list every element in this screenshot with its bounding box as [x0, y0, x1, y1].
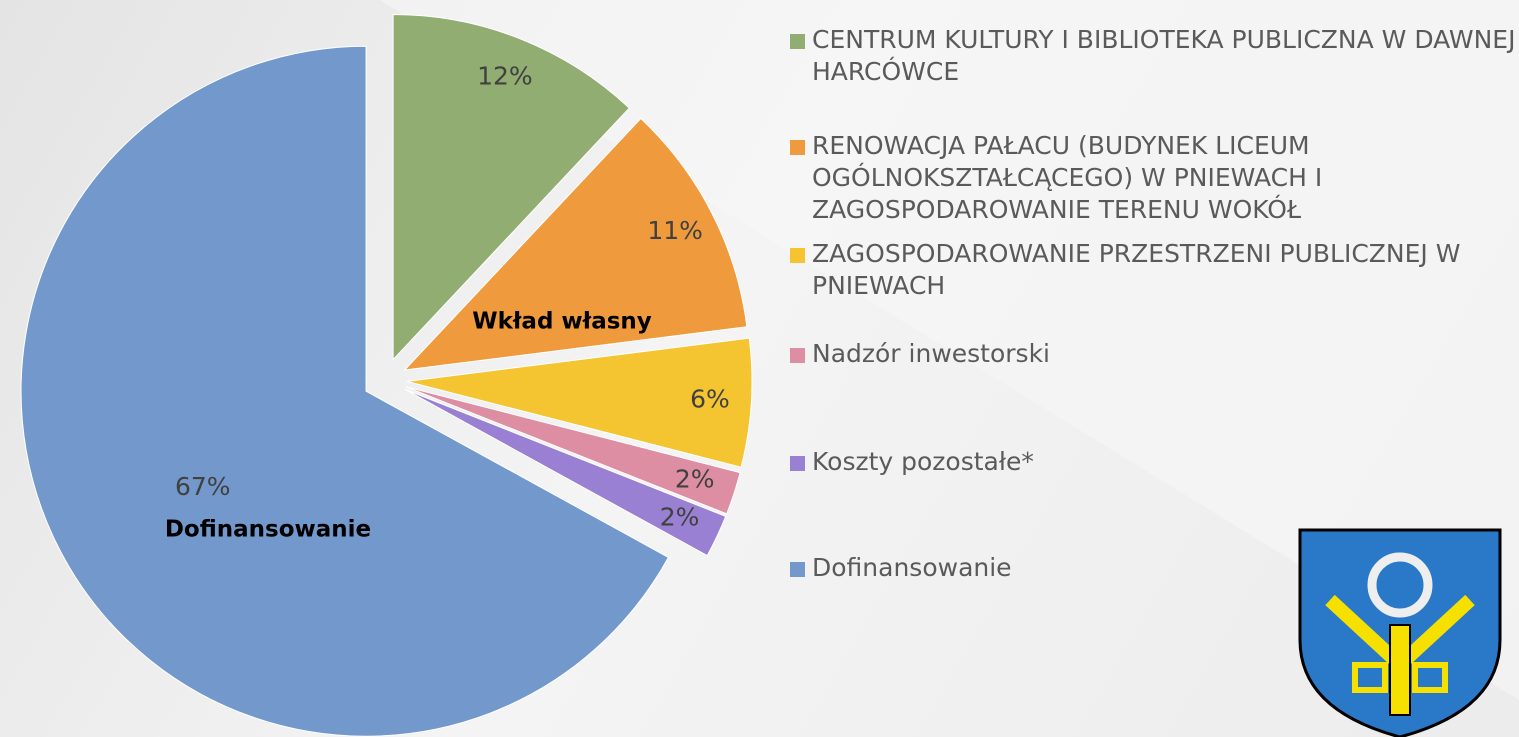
data-label: 2%	[660, 503, 700, 532]
legend-item: Koszty pozostałe*	[790, 446, 1519, 478]
pie-slice	[20, 45, 670, 737]
annotation: Dofinansowanie	[165, 517, 371, 543]
pie-slice	[406, 337, 753, 468]
legend-swatch	[790, 456, 805, 471]
legend-swatch	[790, 562, 805, 577]
legend-swatch	[790, 248, 805, 263]
data-label: 67%	[175, 472, 231, 501]
data-label: 11%	[647, 216, 703, 245]
legend-item: RENOWACJA PAŁACU (BUDYNEK LICEUM OGÓLNOK…	[790, 130, 1519, 226]
annotation: Wkład własny	[472, 309, 652, 335]
legend-item: ZAGOSPODAROWANIE PRZESTRZENI PUBLICZNEJ …	[790, 238, 1519, 302]
legend-label: Koszty pozostałe*	[812, 447, 1034, 476]
legend-item: Nadzór inwestorski	[790, 338, 1519, 370]
pie-slice	[405, 386, 741, 515]
legend-label: ZAGOSPODAROWANIE PRZESTRZENI PUBLICZNEJ …	[812, 239, 1461, 300]
legend-swatch	[790, 140, 805, 155]
coat-of-arms	[1298, 528, 1502, 737]
pie-slice	[403, 117, 748, 371]
data-label: 6%	[690, 384, 730, 413]
legend-swatch	[790, 348, 805, 363]
pie-slice	[392, 14, 630, 361]
legend-label: Dofinansowanie	[812, 553, 1012, 582]
data-label: 2%	[675, 465, 715, 494]
legend-label: Nadzór inwestorski	[812, 339, 1051, 368]
data-label: 12%	[477, 61, 533, 90]
legend-label: RENOWACJA PAŁACU (BUDYNEK LICEUM OGÓLNOK…	[812, 131, 1323, 224]
pie-slice	[404, 388, 727, 557]
legend-item: CENTRUM KULTURY I BIBLIOTEKA PUBLICZNA W…	[790, 24, 1519, 88]
legend-swatch	[790, 34, 805, 49]
legend-item: Dofinansowanie	[790, 552, 1519, 584]
legend-label: CENTRUM KULTURY I BIBLIOTEKA PUBLICZNA W…	[812, 25, 1516, 86]
